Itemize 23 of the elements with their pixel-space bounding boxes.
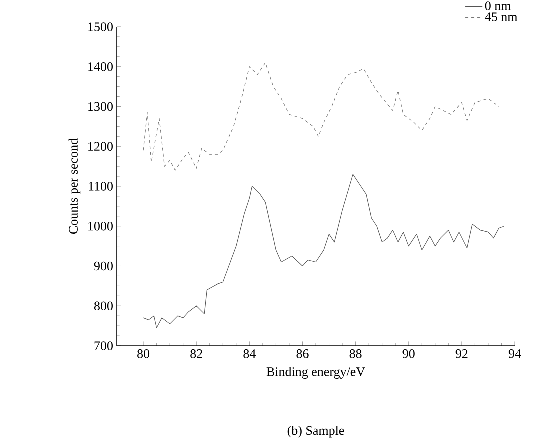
x-tick-label: 86 <box>296 350 309 358</box>
y-tick-label: 1300 <box>88 102 113 112</box>
legend-label: 0 nm <box>485 2 512 10</box>
x-tick-label: 82 <box>190 350 202 358</box>
x-axis-title: Binding energy/eV <box>266 367 366 379</box>
y-tick-label: 1400 <box>88 62 113 72</box>
y-tick-label: 1100 <box>89 182 113 191</box>
text: (b) Sample <box>288 426 344 438</box>
x-tick-label: 90 <box>402 350 415 358</box>
x-tick-label: 88 <box>350 350 362 358</box>
legend-label: 45 nm <box>485 12 518 22</box>
y-tick-label: 1000 <box>88 222 113 231</box>
y-tick-label: 1200 <box>88 142 113 151</box>
y-axis-title: Counts per second <box>68 138 81 234</box>
y-tick-label: 900 <box>94 262 113 271</box>
line-series <box>143 174 505 328</box>
y-tick-label: 700 <box>94 342 113 350</box>
x-tick-label: 92 <box>456 350 468 358</box>
y-tick-label: 800 <box>94 302 113 310</box>
y-tick-label: 1500 <box>88 22 113 32</box>
x-tick-label: 84 <box>244 350 256 358</box>
x-tick-label: 94 <box>508 350 522 358</box>
x-tick-label: 80 <box>138 350 150 358</box>
